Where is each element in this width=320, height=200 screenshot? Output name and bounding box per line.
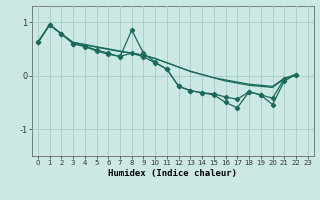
X-axis label: Humidex (Indice chaleur): Humidex (Indice chaleur) — [108, 169, 237, 178]
